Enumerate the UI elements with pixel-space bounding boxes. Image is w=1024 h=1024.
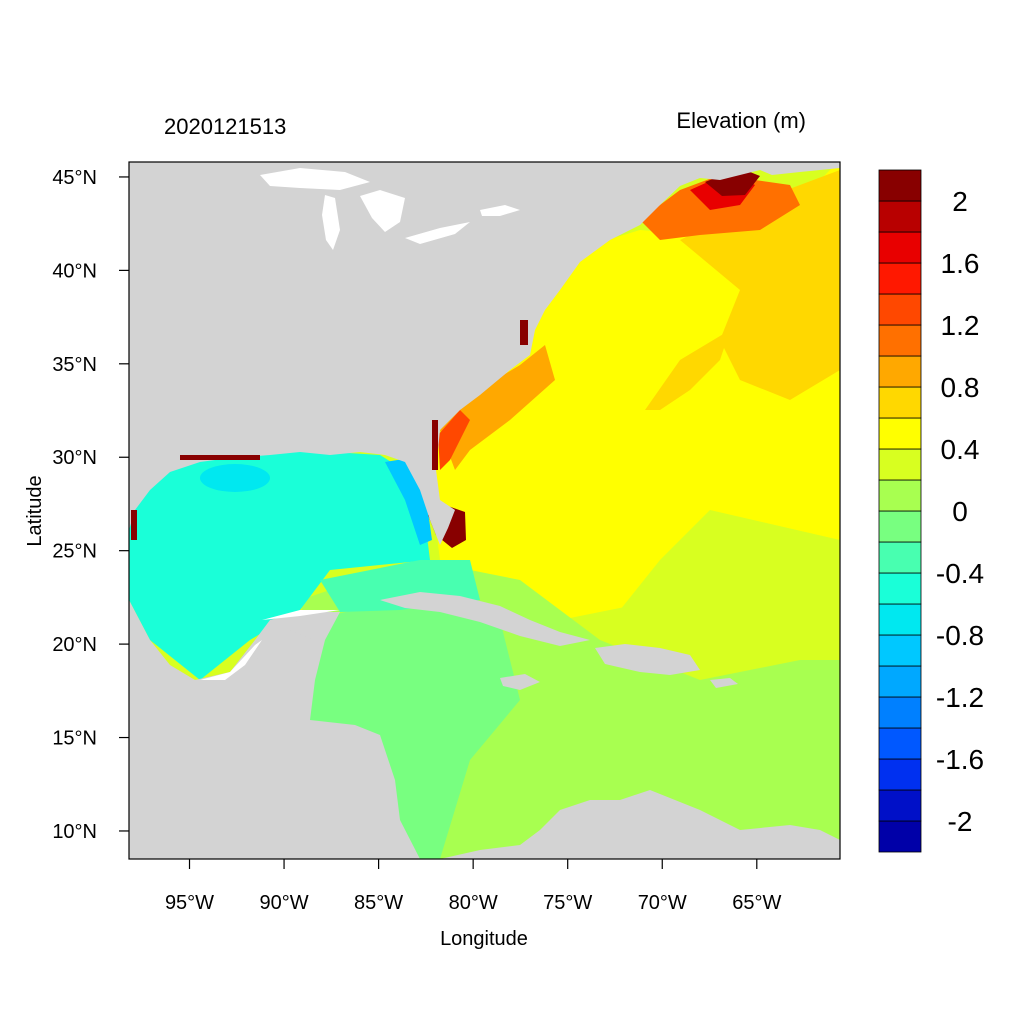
lake-huron [360,190,405,232]
speck-louisiana [180,455,260,460]
land-north-america [129,162,840,545]
colorbar-swatch [878,572,922,605]
zone-orange-band [645,330,730,410]
x-tick-label: 90°W [259,892,308,914]
colorbar-swatch [878,820,922,853]
colorbar-swatch [878,169,922,202]
colorbar-label: 0.4 [941,434,980,465]
x-tick-label: 95°W [165,892,214,914]
zone-atlantic-south [560,510,840,690]
colorbar-label: 0 [952,496,968,527]
great-lakes [200,168,520,680]
colorbar-swatch [878,386,922,419]
speck-texas [131,510,137,540]
colorbar-swatch [878,758,922,791]
colorbar-swatch [878,293,922,326]
colorbar-label: 1.6 [941,248,980,279]
colorbar-swatch [878,200,922,233]
coastal-highs [131,320,528,540]
y-tick-label: 15°N [52,728,97,750]
y-axis-ticks: 45°N 40°N 35°N 30°N 25°N 20°N 15°N 10°N [52,167,129,843]
colorbar-swatch [878,541,922,574]
lake-superior [260,168,370,190]
x-tick-label: 70°W [638,892,687,914]
colorbar-swatch [878,417,922,450]
land-jamaica [500,674,540,690]
zone-gulf-low [200,464,270,492]
ocean-fields [129,162,840,859]
x-axis-label: Longitude [440,928,528,950]
speck-fl-east [432,420,438,470]
y-tick-label: 45°N [52,167,97,189]
y-tick-label: 30°N [52,447,97,469]
colorbar-swatch [878,262,922,295]
colorbar-swatch [878,448,922,481]
y-tick-label: 25°N [52,541,97,563]
x-tick-label: 65°W [732,892,781,914]
colorbar-label: -1.6 [936,744,984,775]
y-tick-label: 10°N [52,821,97,843]
land-yucatan-tip [255,630,315,668]
zone-se-coast-orange [440,345,555,470]
colorbar-label: -2 [948,806,973,837]
colorbar-swatch [878,231,922,264]
x-axis-ticks: 95°W 90°W 85°W 80°W 75°W 70°W 65°W [165,859,781,914]
colorbar-swatch [878,355,922,388]
yucatan-coast-strip [200,640,262,680]
y-tick-label: 35°N [52,354,97,376]
zone-se-coast-red [438,410,470,470]
colorbar [878,169,922,853]
land-hispaniola [595,644,700,675]
land-cuba [380,592,590,646]
colorbar-label: 2 [952,186,968,217]
zone-fl-west-low [385,458,432,545]
colorbar-swatch [878,665,922,698]
right-title: Elevation (m) [676,108,806,133]
map-panel [129,162,840,859]
x-tick-label: 85°W [354,892,403,914]
colorbar-label: -0.4 [936,558,984,589]
colorbar-label: 1.2 [941,310,980,341]
land-south-america [440,790,840,859]
colorbar-swatch [878,603,922,636]
lake-ontario [480,205,520,216]
land [129,162,840,859]
colorbar-label: -1.2 [936,682,984,713]
colorbar-swatch [878,510,922,543]
y-tick-label: 40°N [52,260,97,282]
colorbar-swatch [878,727,922,760]
land-mexico-central-america [129,600,420,859]
y-tick-label: 20°N [52,634,97,656]
colorbar-labels: 2 1.6 1.2 0.8 0.4 0 -0.4 -0.8 -1.2 -1.6 -2 [936,186,984,837]
colorbar-label: -0.8 [936,620,984,651]
land-puerto-rico [710,678,738,688]
speck-nc [520,320,528,345]
lake-michigan [322,195,340,250]
colorbar-swatch [878,324,922,357]
colorbar-swatch [878,789,922,822]
map-frame [128,161,841,860]
colorbar-label: 0.8 [941,372,980,403]
zone-maine-dark [705,168,760,196]
left-title: 2020121513 [164,114,286,139]
colorbar-swatch [878,696,922,729]
colorbar-swatch [878,634,922,667]
zone-gulf [129,450,430,680]
lake-erie [405,222,470,244]
y-axis-label: Latitude [24,475,46,546]
x-tick-label: 75°W [543,892,592,914]
x-tick-label: 80°W [449,892,498,914]
cuba-coast-strip [262,610,340,620]
colorbar-swatch [878,479,922,512]
